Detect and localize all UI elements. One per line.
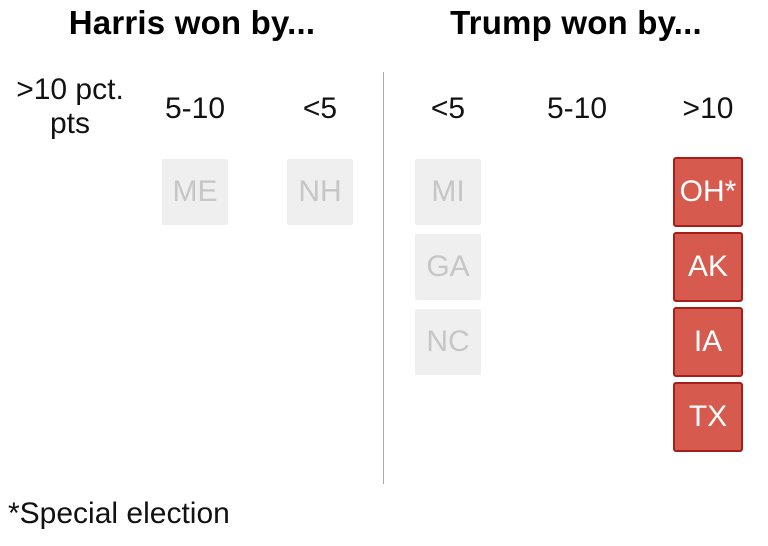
harris-header: Harris won by... [68, 4, 316, 41]
harris-col-label-gt10-line1: >10 pct. [16, 73, 124, 106]
state-box-me: ME [162, 159, 228, 225]
harris-col-label-gt10-line2: pts [49, 107, 91, 140]
state-box-tx: TX [673, 382, 743, 452]
state-box-ga: GA [415, 234, 481, 300]
state-box-nc: NC [415, 309, 481, 375]
trump-col-label-5-10: 5-10 [546, 92, 608, 125]
state-box-nh: NH [287, 159, 353, 225]
state-box-ia: IA [673, 307, 743, 377]
harris-col-label-lt5: <5 [302, 92, 338, 125]
state-box-mi: MI [415, 159, 481, 225]
state-box-oh: OH* [673, 157, 743, 227]
harris-col-label-gt10: >10 pct. pts [0, 73, 140, 141]
divider [383, 72, 384, 484]
footnote: *Special election [8, 497, 230, 530]
trump-header: Trump won by... [450, 4, 702, 41]
harris-col-label-5-10: 5-10 [164, 92, 226, 125]
state-box-ak: AK [673, 232, 743, 302]
trump-col-label-gt10: >10 [682, 92, 734, 125]
trump-col-label-lt5: <5 [430, 92, 466, 125]
